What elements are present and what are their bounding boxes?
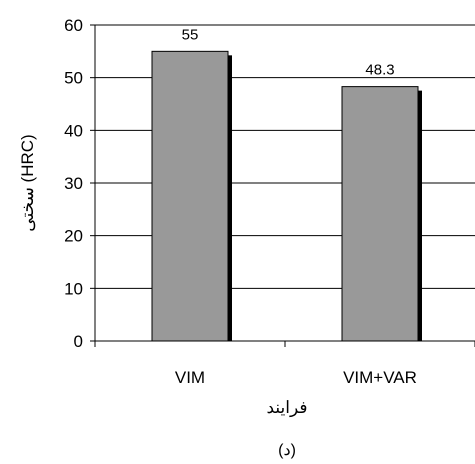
x-category-label: VIM+VAR xyxy=(343,368,417,387)
y-tick-label: 10 xyxy=(64,279,83,298)
y-axis-title: سختی (HRC) xyxy=(18,134,37,231)
y-tick-labels: 0 10 20 30 40 50 60 xyxy=(64,16,83,351)
y-tick-label: 30 xyxy=(64,174,83,193)
x-category-labels: VIM VIM+VAR xyxy=(175,368,417,387)
x-category-label: VIM xyxy=(175,368,205,387)
y-tick-label: 60 xyxy=(64,16,83,35)
data-label: 55 xyxy=(182,26,199,43)
axes xyxy=(94,25,475,342)
figure-caption: (د) xyxy=(278,442,296,459)
bars xyxy=(151,50,422,342)
bar xyxy=(341,86,419,342)
data-labels: 55 48.3 xyxy=(182,26,395,78)
y-tick-label: 0 xyxy=(74,332,83,351)
y-tick-label: 40 xyxy=(64,121,83,140)
y-tick-label: 20 xyxy=(64,227,83,246)
bar xyxy=(151,50,229,342)
data-label: 48.3 xyxy=(365,62,394,79)
x-axis-title: فرایند xyxy=(266,398,307,418)
y-tick-label: 50 xyxy=(64,69,83,88)
